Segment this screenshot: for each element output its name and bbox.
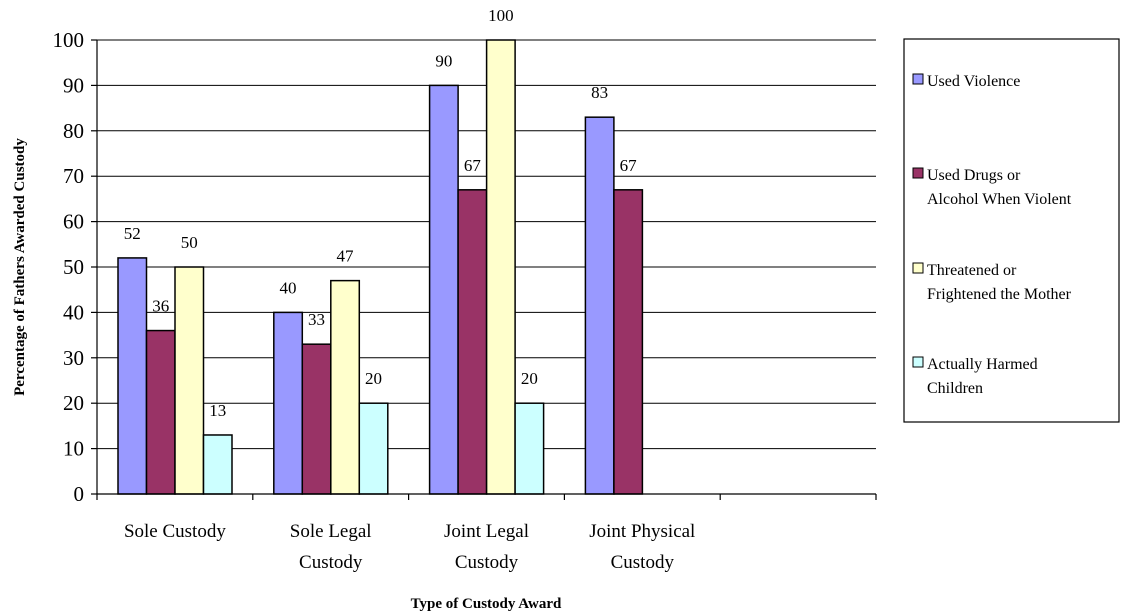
y-tick-label: 0 [74,482,85,506]
legend-label: Actually Harmed [927,356,1038,373]
legend-box [903,38,1120,423]
bar [358,402,389,495]
data-label: 36 [152,297,169,316]
bar [457,189,488,495]
y-tick-label: 40 [63,300,84,324]
y-tick-label: 10 [63,437,84,461]
legend-label: Threatened or [927,262,1017,279]
bar [485,39,516,495]
data-label: 40 [280,278,297,297]
data-label: 20 [365,369,382,388]
category-label: Joint Legal [444,521,529,542]
bar [514,402,545,495]
bar [428,84,459,495]
bar [202,434,233,495]
bar [117,257,148,495]
y-tick-label: 50 [63,255,84,279]
legend-swatch [912,262,924,274]
legend-label: Alcohol When Violent [927,191,1072,208]
y-tick-label: 100 [53,28,85,52]
legend-swatch [912,73,924,85]
bar [301,343,332,495]
data-label: 20 [521,369,538,388]
data-label: 52 [124,224,141,243]
tick-labels: 0 10 20 30 40 50 60 70 80 90 100 Sole Custody Sole L… [53,28,696,573]
category-label: Joint Physical [589,521,695,542]
bar [145,329,176,495]
data-label: 83 [591,83,608,102]
data-label: 47 [337,247,355,266]
y-tick-label: 90 [63,73,84,97]
bar [330,279,361,495]
data-label: 67 [620,156,638,175]
legend-label: Children [927,380,983,397]
legend-label: Used Violence [927,73,1020,90]
data-label: 33 [308,310,325,329]
category-label: Sole Custody [124,521,226,542]
data-label: 13 [209,401,226,420]
y-tick-label: 80 [63,119,84,143]
legend-label: Used Drugs or [927,167,1021,184]
y-tick-label: 20 [63,391,84,415]
bar [584,116,615,495]
category-label: Custody [611,552,675,573]
legend-swatch [912,167,924,179]
data-label: 50 [181,233,198,252]
legend: Used Violence Used Drugs or Alcohol When V… [903,38,1120,423]
category-label: Custody [299,552,363,573]
category-label: Custody [455,552,519,573]
axes [91,39,877,500]
data-labels: 52 36 50 13 40 33 47 20 90 67 100 20 83 67 [124,6,637,420]
bar [174,266,205,495]
category-label: Sole Legal [290,521,372,542]
legend-swatch [912,356,924,368]
legend-label: Frightened the Mother [927,286,1072,303]
data-label: 90 [435,51,452,70]
data-label: 67 [464,156,482,175]
y-tick-label: 60 [63,210,84,234]
bar [273,311,304,495]
y-tick-label: 30 [63,346,84,370]
data-label: 100 [488,6,514,25]
bar [613,189,644,495]
y-axis-title: Percentage of Fathers Awarded Custody [12,138,28,396]
x-axis-title: Type of Custody Award [411,596,562,612]
y-tick-label: 70 [63,164,84,188]
